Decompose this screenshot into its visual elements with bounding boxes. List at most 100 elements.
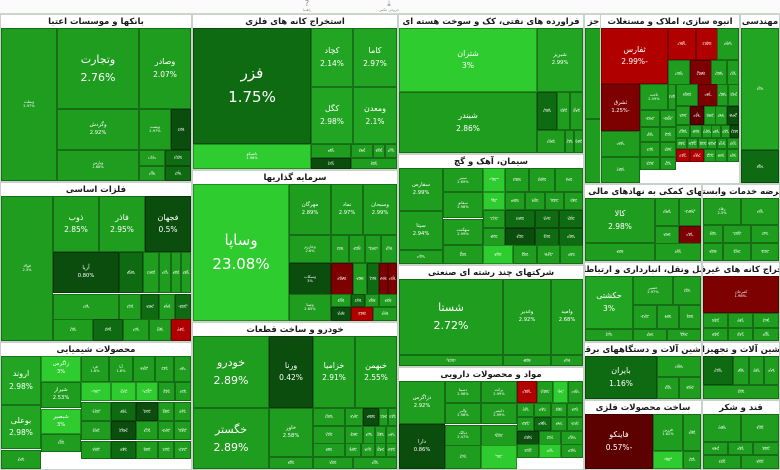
stock-tile[interactable]: شتوکا 0.8% — [158, 402, 174, 421]
stock-tile[interactable]: زاگرس 3% — [41, 356, 81, 382]
stock-tile[interactable]: سیلام 3% — [483, 192, 505, 210]
stock-tile[interactable]: برکی 1.65% — [657, 356, 701, 377]
sector-engineering[interactable]: مهندسی رنیک 2.1% رتکو 0.8% — [740, 14, 780, 184]
stock-tile[interactable]: وصندوق 1.2% — [399, 355, 503, 366]
stock-tile[interactable]: دابر 2.99% — [568, 381, 583, 403]
stock-tile[interactable]: شزنگ 0.9% — [570, 92, 583, 130]
stock-tile[interactable]: دلر 0.3% — [539, 444, 561, 458]
stock-tile[interactable]: وخارزم 2.6% — [289, 235, 331, 263]
stock-tile[interactable]: سبهان 1.0% — [564, 192, 583, 210]
stock-tile[interactable]: وآتی -1.0% — [388, 263, 397, 295]
sector-basic-metals[interactable]: فلزات اساسی فولاد 2.3% ذوب 2.85% فاذر 2.95% فجه… — [0, 182, 192, 342]
stock-tile[interactable]: ثسبحان 0.15% — [730, 125, 739, 138]
stock-tile[interactable]: کترام 0.5% — [728, 328, 753, 341]
sector-chemicals[interactable]: محصولات شیمیایی اروند 2.98% زاگرس 3% فرد 1.6% آ… — [0, 342, 192, 470]
stock-tile[interactable]: خکار 0.4% — [353, 457, 397, 469]
stock-tile[interactable]: مرقام 0.5% — [723, 243, 751, 261]
stock-tile[interactable]: فبیرا -0.4% — [171, 319, 191, 341]
stock-tile[interactable]: آبا 1.6% — [109, 356, 133, 382]
stock-tile[interactable]: سهگمت 2.99% — [443, 219, 483, 245]
stock-tile[interactable]: ثگلشن 0.1% — [687, 138, 698, 149]
stock-tile[interactable]: دزاگرس 2.92% — [399, 381, 445, 424]
stock-tile[interactable]: بکام 0.9% — [657, 377, 679, 399]
stock-tile[interactable]: شراز 2.9% — [1, 450, 41, 469]
stock-tile[interactable]: قنقش 0.5% — [741, 455, 779, 469]
stock-tile[interactable]: مفتح 0.9% — [703, 225, 723, 243]
stock-tile[interactable]: ثعمرا 1.02% — [601, 157, 640, 183]
stock-tile[interactable]: وبوعلی -0.99% — [331, 263, 353, 295]
stock-tile[interactable]: وتجارت 2.76% — [57, 28, 139, 109]
stock-tile[interactable]: بایران 1.16% — [585, 356, 657, 399]
stock-tile[interactable]: کروی 0.8% — [351, 144, 373, 158]
stock-tile[interactable]: فپنتا 1.0% — [53, 319, 93, 341]
stock-tile[interactable]: شپلی 0.8% — [111, 441, 136, 459]
stock-tile[interactable]: ثپردیس 0.9% — [640, 110, 660, 127]
stock-tile[interactable]: سفارس 2.99% — [399, 168, 443, 211]
stock-tile[interactable]: شبصیر 3% — [41, 409, 81, 434]
stock-tile[interactable]: فجوش 3% — [653, 451, 683, 469]
stock-tile[interactable]: وامین 0.6% — [379, 294, 397, 307]
stock-tile[interactable]: دحاوی 0.45% — [517, 431, 539, 445]
stock-tile[interactable]: وپارس 1.68% — [57, 150, 139, 181]
stock-tile[interactable]: والبر 2.98% — [445, 403, 481, 424]
stock-tile[interactable]: وغدیر 2.92% — [503, 279, 551, 355]
stock-tile[interactable]: کچاد 2.14% — [311, 28, 353, 87]
stock-tile[interactable]: ثفارس -2.99% — [601, 28, 668, 84]
sector-multi-industry[interactable]: شرکتهای چند رشته ای صنعتی شستا 2.72% وغدیر 2… — [398, 265, 584, 367]
stock-tile[interactable]: ثپرشین 0.1% — [707, 138, 717, 149]
stock-tile[interactable]: وگردش 2.92% — [57, 109, 139, 150]
stock-tile[interactable]: خاور 2.58% — [269, 408, 313, 457]
stock-tile[interactable]: ثجوان 0.2% — [660, 142, 676, 157]
sector-machinery[interactable]: ماشین آلات و تجهیزاتتکمبا0.13%تپکو0.9%تا… — [702, 342, 780, 400]
stock-tile[interactable]: خرینگ 0.6% — [375, 443, 386, 457]
stock-tile[interactable]: خکمک 1.0% — [313, 426, 345, 444]
sector-banks[interactable]: بانکها و موسسات اعتبا وبملت 2.97% وتجارت 2.7… — [0, 14, 192, 182]
stock-tile[interactable]: وصادر 2.07% — [139, 28, 191, 109]
stock-tile[interactable]: وملت 0.5% — [351, 294, 365, 307]
stock-tile[interactable]: وگستر 0.9% — [349, 235, 365, 263]
stock-tile[interactable]: سصفها 0.9% — [545, 192, 564, 210]
stock-tile[interactable]: ثنظام 0.35% — [676, 125, 690, 138]
stock-tile[interactable]: شتهران 1.1% — [574, 130, 583, 153]
stock-tile[interactable]: تشتاد 0.5% — [703, 385, 779, 399]
stock-tile[interactable]: شکربن 1.6% — [133, 356, 155, 382]
stock-tile[interactable]: سمگا 0.8% — [443, 245, 483, 264]
stock-tile[interactable]: میدکو 0.65% — [119, 252, 143, 293]
stock-tile[interactable]: خودرو 2.89% — [193, 336, 269, 408]
stock-tile[interactable]: ثنور 0.2% — [711, 125, 721, 138]
stock-tile[interactable]: فسرب 1.05% — [143, 252, 159, 293]
stock-tile[interactable]: کاما 2.97% — [353, 28, 397, 87]
stock-tile[interactable]: خنصیر 0.5% — [386, 443, 397, 457]
stock-tile[interactable]: خمهر 0.9% — [313, 443, 345, 457]
stock-tile[interactable]: فنوال 0.9% — [683, 414, 701, 451]
stock-tile[interactable]: کگل 2.98% — [311, 87, 353, 144]
sector-metal-ore[interactable]: استخراج کانه های فلزی فزر 1.75% کچاد 2.14% کا… — [192, 14, 398, 170]
stock-tile[interactable]: کبافق 1.0% — [373, 144, 385, 158]
stock-tile[interactable]: وکار 1.4% — [139, 166, 165, 181]
stock-tile[interactable]: کمرجان -1.98% — [703, 276, 779, 313]
stock-tile[interactable]: فرآور 1.3% — [159, 294, 175, 320]
stock-tile[interactable]: فولاد 2.3% — [1, 196, 53, 341]
stock-tile[interactable]: ثملت 0.3% — [640, 142, 660, 157]
stock-tile[interactable]: سشرق 2.05% — [529, 168, 555, 192]
stock-tile[interactable]: نماد 2.97% — [331, 184, 363, 235]
stock-tile[interactable]: سفانو 2.98% — [443, 192, 483, 218]
stock-tile[interactable]: ختوقا 0.6% — [375, 426, 386, 444]
stock-tile[interactable]: دکیمی 2.99% — [481, 403, 517, 424]
stock-tile[interactable]: فرد 1.6% — [81, 356, 109, 382]
stock-tile[interactable]: سمتاز 0.4% — [505, 228, 535, 246]
stock-tile[interactable]: خگستر 2.89% — [193, 408, 269, 469]
stock-tile[interactable]: وساپا 23.08% — [193, 184, 289, 321]
stock-tile[interactable]: حپترو 0.9% — [657, 305, 679, 329]
stock-tile[interactable]: ثزاگرس 0.8% — [660, 110, 676, 127]
stock-tile[interactable]: سصوفی 3% — [483, 168, 505, 192]
stock-tile[interactable]: قشکر 2.9% — [741, 414, 779, 442]
stock-tile[interactable]: خمحور 0.99% — [363, 408, 379, 426]
stock-tile[interactable]: وکادو 0.9% — [331, 294, 351, 307]
stock-tile[interactable]: ثوان 0.1% — [727, 149, 739, 162]
help-icon[interactable]: ? راهنما — [284, 0, 330, 14]
stock-tile[interactable]: اروند 2.98% — [1, 356, 41, 405]
stock-tile[interactable]: قپیرا 3.06% — [703, 414, 741, 442]
sector-nonmetal-ore[interactable]: استخراج کانه های غیرفلزیکمرجان-1.98%کساو… — [702, 262, 780, 342]
stock-tile[interactable]: ثشرق -1.25% — [601, 84, 640, 131]
